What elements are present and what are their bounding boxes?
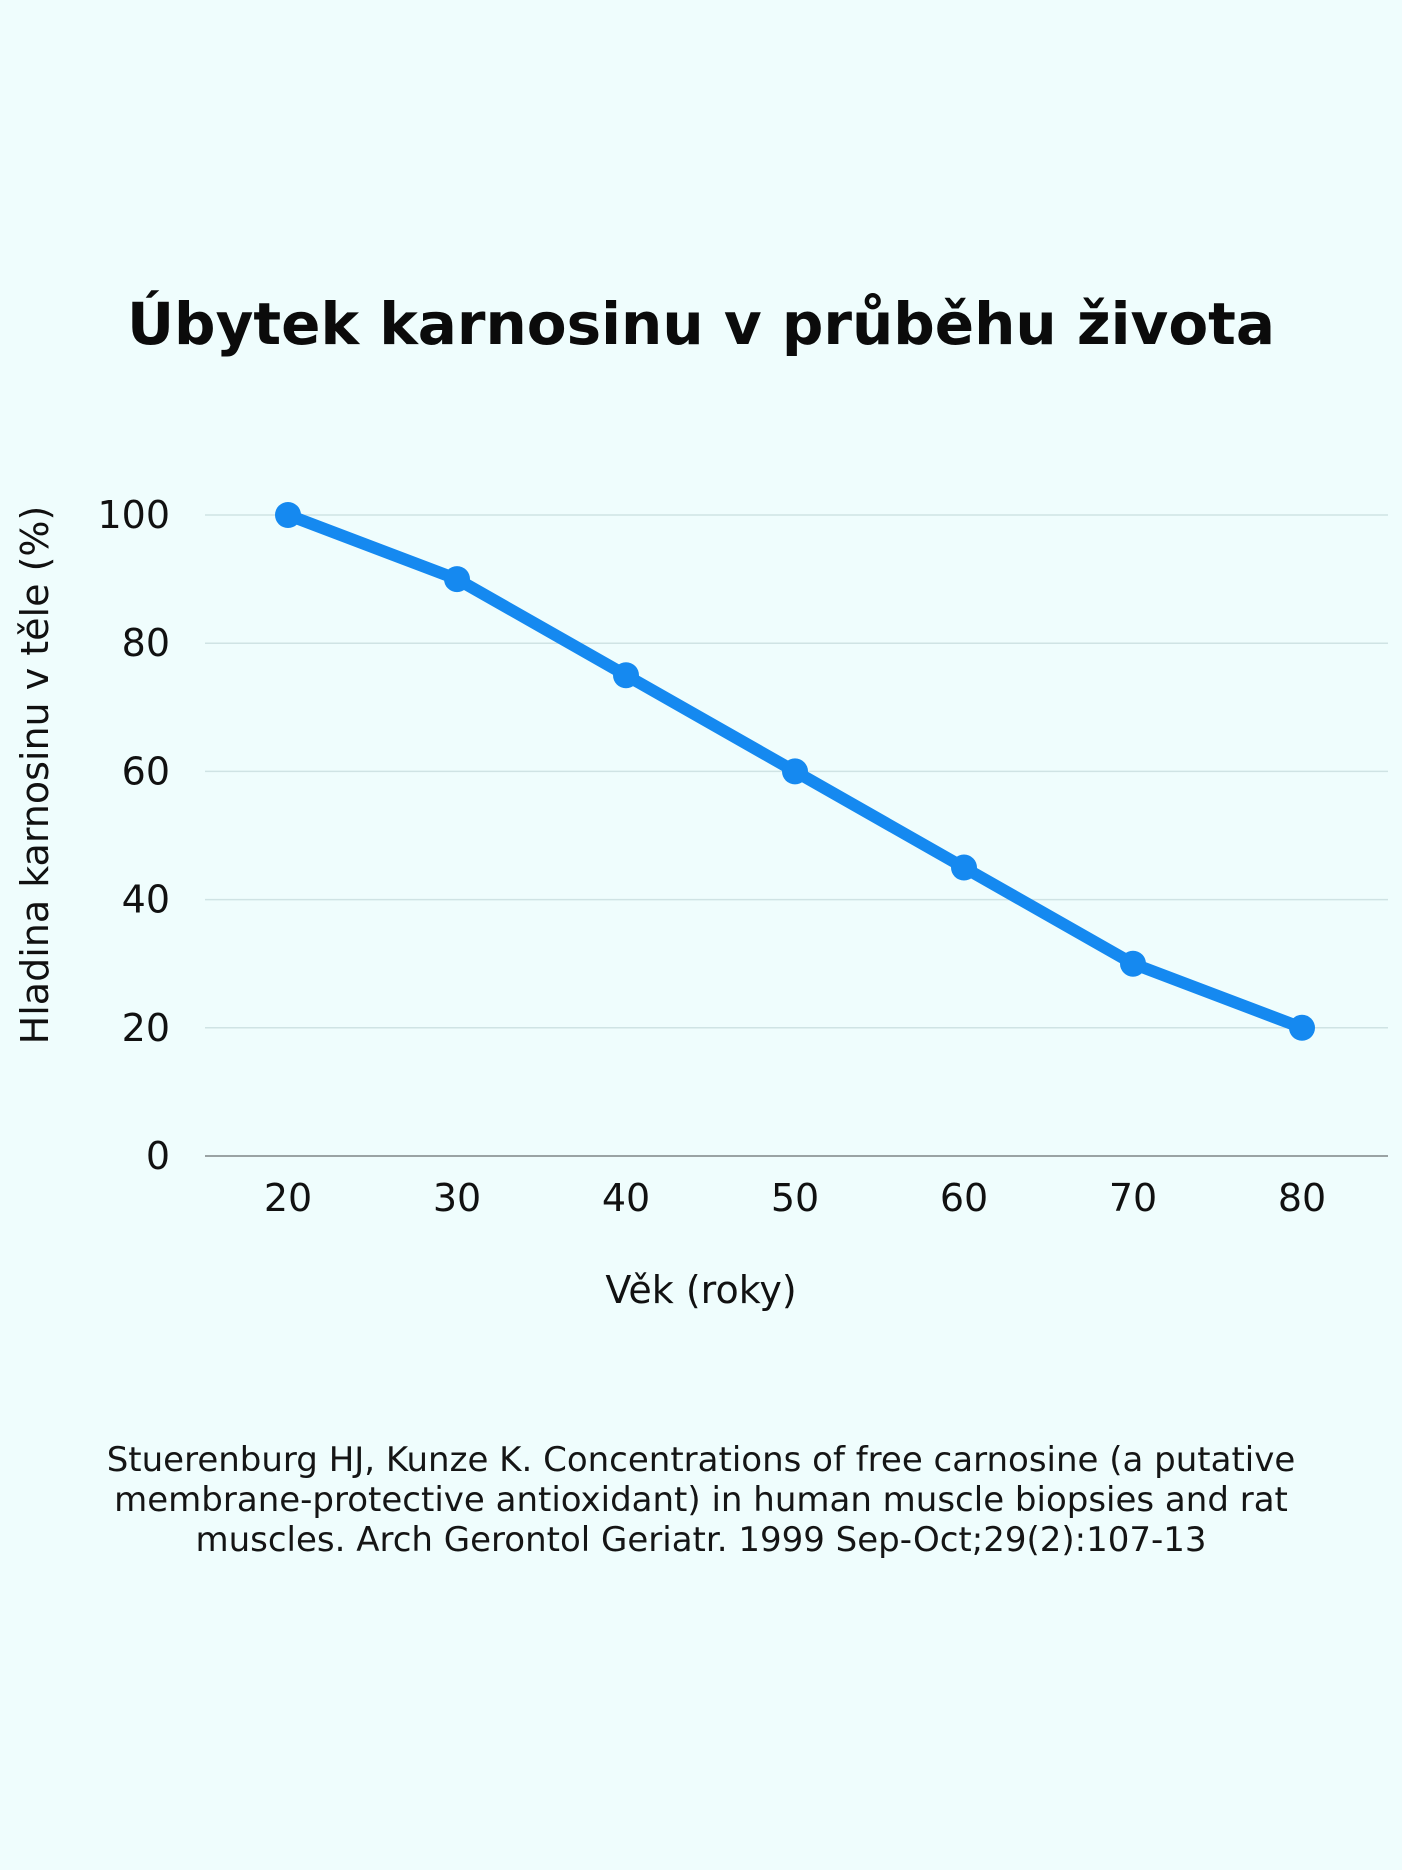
data-point — [613, 662, 639, 689]
y-axis-label: Hladina karnosinu v těle (%) — [13, 506, 57, 1045]
x-tick-label: 30 — [433, 1176, 481, 1220]
data-point — [1289, 1014, 1315, 1041]
x-tick-label: 50 — [771, 1176, 819, 1220]
citation: Stuerenburg HJ, Kunze K. Concentrations … — [106, 1440, 1296, 1560]
x-tick-label: 80 — [1278, 1176, 1326, 1220]
gridlines — [205, 514, 1388, 1157]
y-tick-label: 40 — [122, 878, 170, 922]
x-tick-label: 20 — [264, 1176, 312, 1220]
data-point — [275, 502, 301, 528]
x-tick-label: 70 — [1109, 1176, 1157, 1220]
data-series — [275, 502, 1315, 1041]
y-tick-label: 100 — [97, 493, 170, 537]
data-point — [951, 854, 977, 881]
y-tick-label: 0 — [146, 1134, 170, 1178]
data-point — [1120, 950, 1146, 977]
y-tick-label: 20 — [122, 1006, 170, 1050]
y-axis-ticks: 0 20 40 60 80 100 — [97, 493, 170, 1178]
data-point — [444, 566, 470, 593]
x-tick-label: 60 — [940, 1176, 988, 1220]
chart-title: Úbytek karnosinu v průběhu života — [126, 290, 1276, 358]
y-tick-label: 60 — [122, 749, 170, 793]
data-point — [782, 758, 808, 785]
x-axis-ticks: 20 30 40 50 60 70 80 — [264, 1176, 1326, 1220]
x-tick-label: 40 — [602, 1176, 650, 1220]
x-axis-label: Věk (roky) — [605, 1268, 796, 1312]
y-tick-label: 80 — [122, 621, 170, 665]
